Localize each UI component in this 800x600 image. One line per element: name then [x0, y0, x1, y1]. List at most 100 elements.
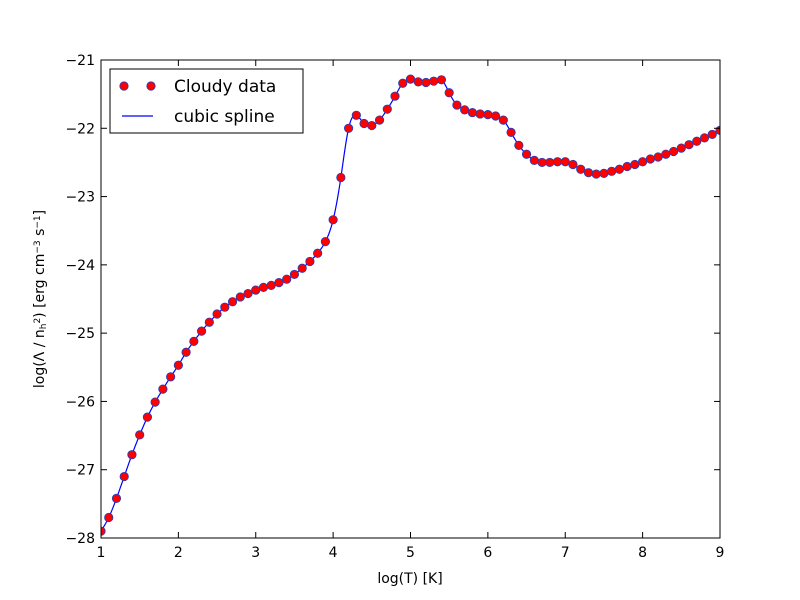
- data-point: [684, 140, 694, 150]
- x-tick-label: 1: [97, 545, 106, 561]
- y-tick-label: −24: [65, 258, 95, 274]
- x-tick-label: 7: [561, 545, 570, 561]
- y-tick-label: −25: [65, 326, 95, 342]
- y-label-prefix: log(Λ / n: [32, 329, 48, 388]
- data-point: [467, 107, 477, 118]
- data-point: [591, 169, 601, 179]
- data-point: [258, 282, 269, 292]
- data-point: [707, 129, 717, 140]
- data-point: [196, 326, 207, 336]
- legend-marker-2: [146, 81, 156, 91]
- plot-area: [101, 60, 720, 538]
- x-tick-label: 6: [483, 545, 492, 561]
- data-point: [676, 143, 686, 153]
- data-point: [243, 288, 253, 299]
- data-point: [367, 120, 377, 131]
- data-point: [189, 336, 199, 346]
- data-point: [506, 127, 516, 137]
- data-point: [413, 77, 423, 87]
- y-label-s: s: [32, 229, 48, 241]
- data-point: [699, 133, 710, 143]
- data-point: [111, 493, 122, 503]
- x-tick-label: 5: [406, 545, 415, 561]
- data-point: [436, 75, 447, 85]
- data-point: [343, 123, 354, 133]
- data-point: [204, 317, 214, 327]
- y-label-sub: h: [39, 324, 49, 330]
- data-point: [483, 110, 493, 120]
- y-tick-label: −28: [65, 531, 95, 547]
- data-point: [313, 248, 323, 258]
- data-point: [552, 157, 563, 167]
- data-point: [638, 157, 648, 167]
- data-point: [452, 100, 462, 110]
- data-point: [537, 157, 547, 168]
- data-point: [181, 347, 191, 357]
- x-tick-label: 8: [638, 545, 647, 561]
- data-point: [359, 118, 369, 129]
- data-point: [491, 111, 501, 121]
- data-point: [521, 149, 532, 159]
- data-point: [630, 159, 640, 170]
- data-point: [227, 297, 238, 307]
- data-point: [374, 115, 385, 125]
- x-axis-label: log(T) [K]: [377, 571, 442, 587]
- y-tick-label: −22: [65, 121, 95, 137]
- data-point: [498, 115, 508, 125]
- legend-marker-1: [119, 81, 129, 91]
- data-point: [158, 384, 168, 394]
- data-point: [692, 136, 702, 146]
- data-point: [614, 164, 625, 174]
- y-label-sup-cm: −3: [33, 240, 43, 253]
- data-point: [127, 450, 137, 460]
- marker-layer: [101, 74, 720, 536]
- data-point: [475, 109, 485, 119]
- data-point: [266, 280, 276, 290]
- y-label-suffix: ]: [32, 210, 48, 215]
- data-point: [328, 215, 338, 225]
- x-tick-label: 4: [329, 545, 338, 561]
- legend-label-spline: cubic spline: [174, 107, 275, 127]
- data-point: [336, 172, 346, 183]
- data-point: [568, 159, 578, 170]
- data-point: [282, 274, 292, 284]
- data-point: [607, 166, 617, 176]
- y-tick-label: −27: [65, 463, 95, 479]
- data-point: [668, 146, 679, 157]
- y-label-sup-s: −1: [33, 215, 43, 228]
- y-tick-label: −23: [65, 190, 95, 206]
- data-point: [444, 88, 454, 98]
- data-point: [135, 430, 145, 440]
- data-point: [429, 76, 439, 86]
- legend-label-cloudy: Cloudy data: [174, 77, 276, 97]
- data-point: [398, 78, 408, 88]
- data-point: [166, 372, 176, 382]
- data-point: [390, 91, 400, 101]
- y-label-mid: ) [erg cm: [32, 254, 48, 318]
- data-point: [142, 412, 153, 422]
- data-point: [305, 256, 315, 267]
- data-point: [583, 168, 594, 178]
- data-point: [460, 105, 470, 115]
- data-point: [421, 77, 431, 88]
- data-point: [351, 110, 361, 120]
- x-tick-label: 2: [174, 545, 183, 561]
- data-point: [119, 471, 129, 482]
- data-point: [297, 263, 307, 273]
- data-point: [289, 269, 300, 280]
- data-point: [382, 104, 392, 114]
- y-tick-label: −26: [65, 394, 95, 410]
- data-point: [545, 157, 555, 168]
- data-point: [212, 309, 222, 319]
- data-point: [251, 285, 261, 295]
- data-point: [645, 154, 655, 164]
- data-point: [576, 164, 586, 174]
- data-point: [514, 140, 524, 150]
- data-point: [104, 512, 114, 523]
- y-tick-label: −21: [65, 53, 95, 69]
- data-point: [529, 155, 539, 165]
- data-point: [173, 360, 183, 370]
- tick-layer: 1 2 3 4 5 6 7 8 9 −28 −27 −26 −25 −24 −23 −22 −21: [65, 53, 724, 561]
- data-point: [320, 237, 330, 247]
